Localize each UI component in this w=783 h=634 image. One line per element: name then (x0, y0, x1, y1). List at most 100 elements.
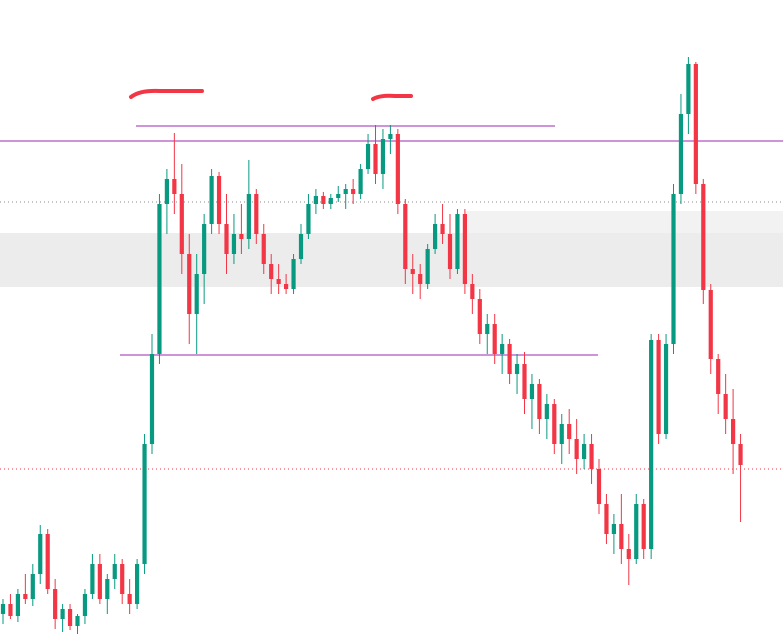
candle-body (276, 279, 281, 284)
candle-body (574, 439, 579, 459)
candle-body (90, 564, 95, 594)
candle-body (634, 504, 639, 559)
candle-body (395, 134, 400, 204)
candle-body (23, 594, 28, 599)
candle-body (470, 284, 475, 299)
candle-body (455, 214, 460, 269)
candle-body (157, 204, 162, 354)
candle-body (731, 419, 736, 444)
candle-body (701, 184, 706, 290)
candle-body (261, 234, 266, 264)
candle-body (708, 290, 713, 359)
candle-body (738, 444, 743, 465)
candle-body (321, 196, 326, 204)
zone (465, 211, 783, 233)
marker-stroke (371, 93, 413, 101)
candle-body (216, 176, 222, 224)
candle-body (447, 234, 453, 269)
candle-body (0, 604, 6, 614)
candle-body (358, 169, 363, 194)
candle-body (30, 574, 35, 599)
candle-body (529, 384, 535, 399)
candle-body (611, 524, 616, 534)
candle-body (544, 404, 549, 419)
candle-body (269, 264, 274, 279)
candle-body (388, 134, 393, 139)
candle-body (462, 214, 467, 284)
candle-body (373, 144, 378, 174)
candle-body (514, 364, 520, 374)
candle-body (477, 299, 482, 334)
candle-body (552, 404, 557, 444)
candle-body (53, 589, 58, 619)
candle-body (403, 204, 408, 269)
candle-body (202, 224, 207, 274)
candle-body (425, 249, 430, 284)
candle-body (440, 224, 445, 234)
candle-body (15, 594, 20, 616)
candle-body (365, 144, 371, 169)
candle-body (589, 444, 594, 469)
candle-body (75, 616, 80, 626)
candle-body (507, 344, 512, 374)
candle-body (336, 194, 341, 198)
candle-body (380, 139, 386, 174)
candle-body (187, 254, 192, 314)
candle-body (127, 594, 132, 604)
candle-body (686, 64, 691, 114)
candle-body (418, 274, 423, 284)
candle-body (209, 176, 214, 224)
candle-body (678, 114, 684, 194)
candle-body (716, 359, 721, 394)
candle-body (284, 284, 289, 289)
candle-body (626, 549, 631, 559)
candle-body (149, 354, 155, 444)
candle-body (723, 394, 728, 419)
candle-body (239, 234, 244, 239)
candle-body (656, 340, 661, 434)
candle-body (224, 224, 229, 254)
candle-body (619, 524, 624, 549)
candle-body (641, 504, 646, 549)
candle-body (663, 344, 669, 434)
candle-body (67, 609, 73, 626)
candle-body (596, 469, 602, 504)
candle-body (492, 324, 497, 354)
candle-body (500, 344, 505, 354)
bands (0, 211, 783, 287)
candle-body (604, 504, 609, 534)
candle-body (522, 364, 527, 399)
candle-body (164, 179, 169, 204)
candle-body (306, 204, 311, 234)
candle-body (582, 444, 587, 459)
marker-stroke (129, 88, 204, 99)
candle-body (567, 424, 572, 439)
candle-body (45, 534, 50, 589)
candle-body (537, 384, 542, 419)
candle-body (8, 604, 13, 616)
candle-body (112, 564, 117, 579)
candle-body (105, 579, 110, 599)
candle-body (120, 564, 125, 594)
candle-body (559, 424, 564, 444)
candle-body (82, 594, 88, 616)
candle-body (135, 564, 140, 604)
zone (0, 233, 783, 287)
candle-body (194, 274, 199, 314)
candle-body (343, 189, 348, 194)
candle-body (485, 324, 490, 334)
candle-body (693, 64, 698, 184)
candle-body (231, 234, 237, 254)
candle-body (433, 224, 438, 249)
candle-body (38, 534, 43, 574)
candle-body (60, 609, 65, 619)
candle-body (410, 269, 415, 274)
candle-body (328, 198, 333, 204)
candle-body (179, 194, 184, 254)
candle-body (313, 196, 318, 204)
candle-body (172, 179, 177, 194)
candle-body (291, 259, 296, 289)
candle-body (142, 444, 147, 564)
